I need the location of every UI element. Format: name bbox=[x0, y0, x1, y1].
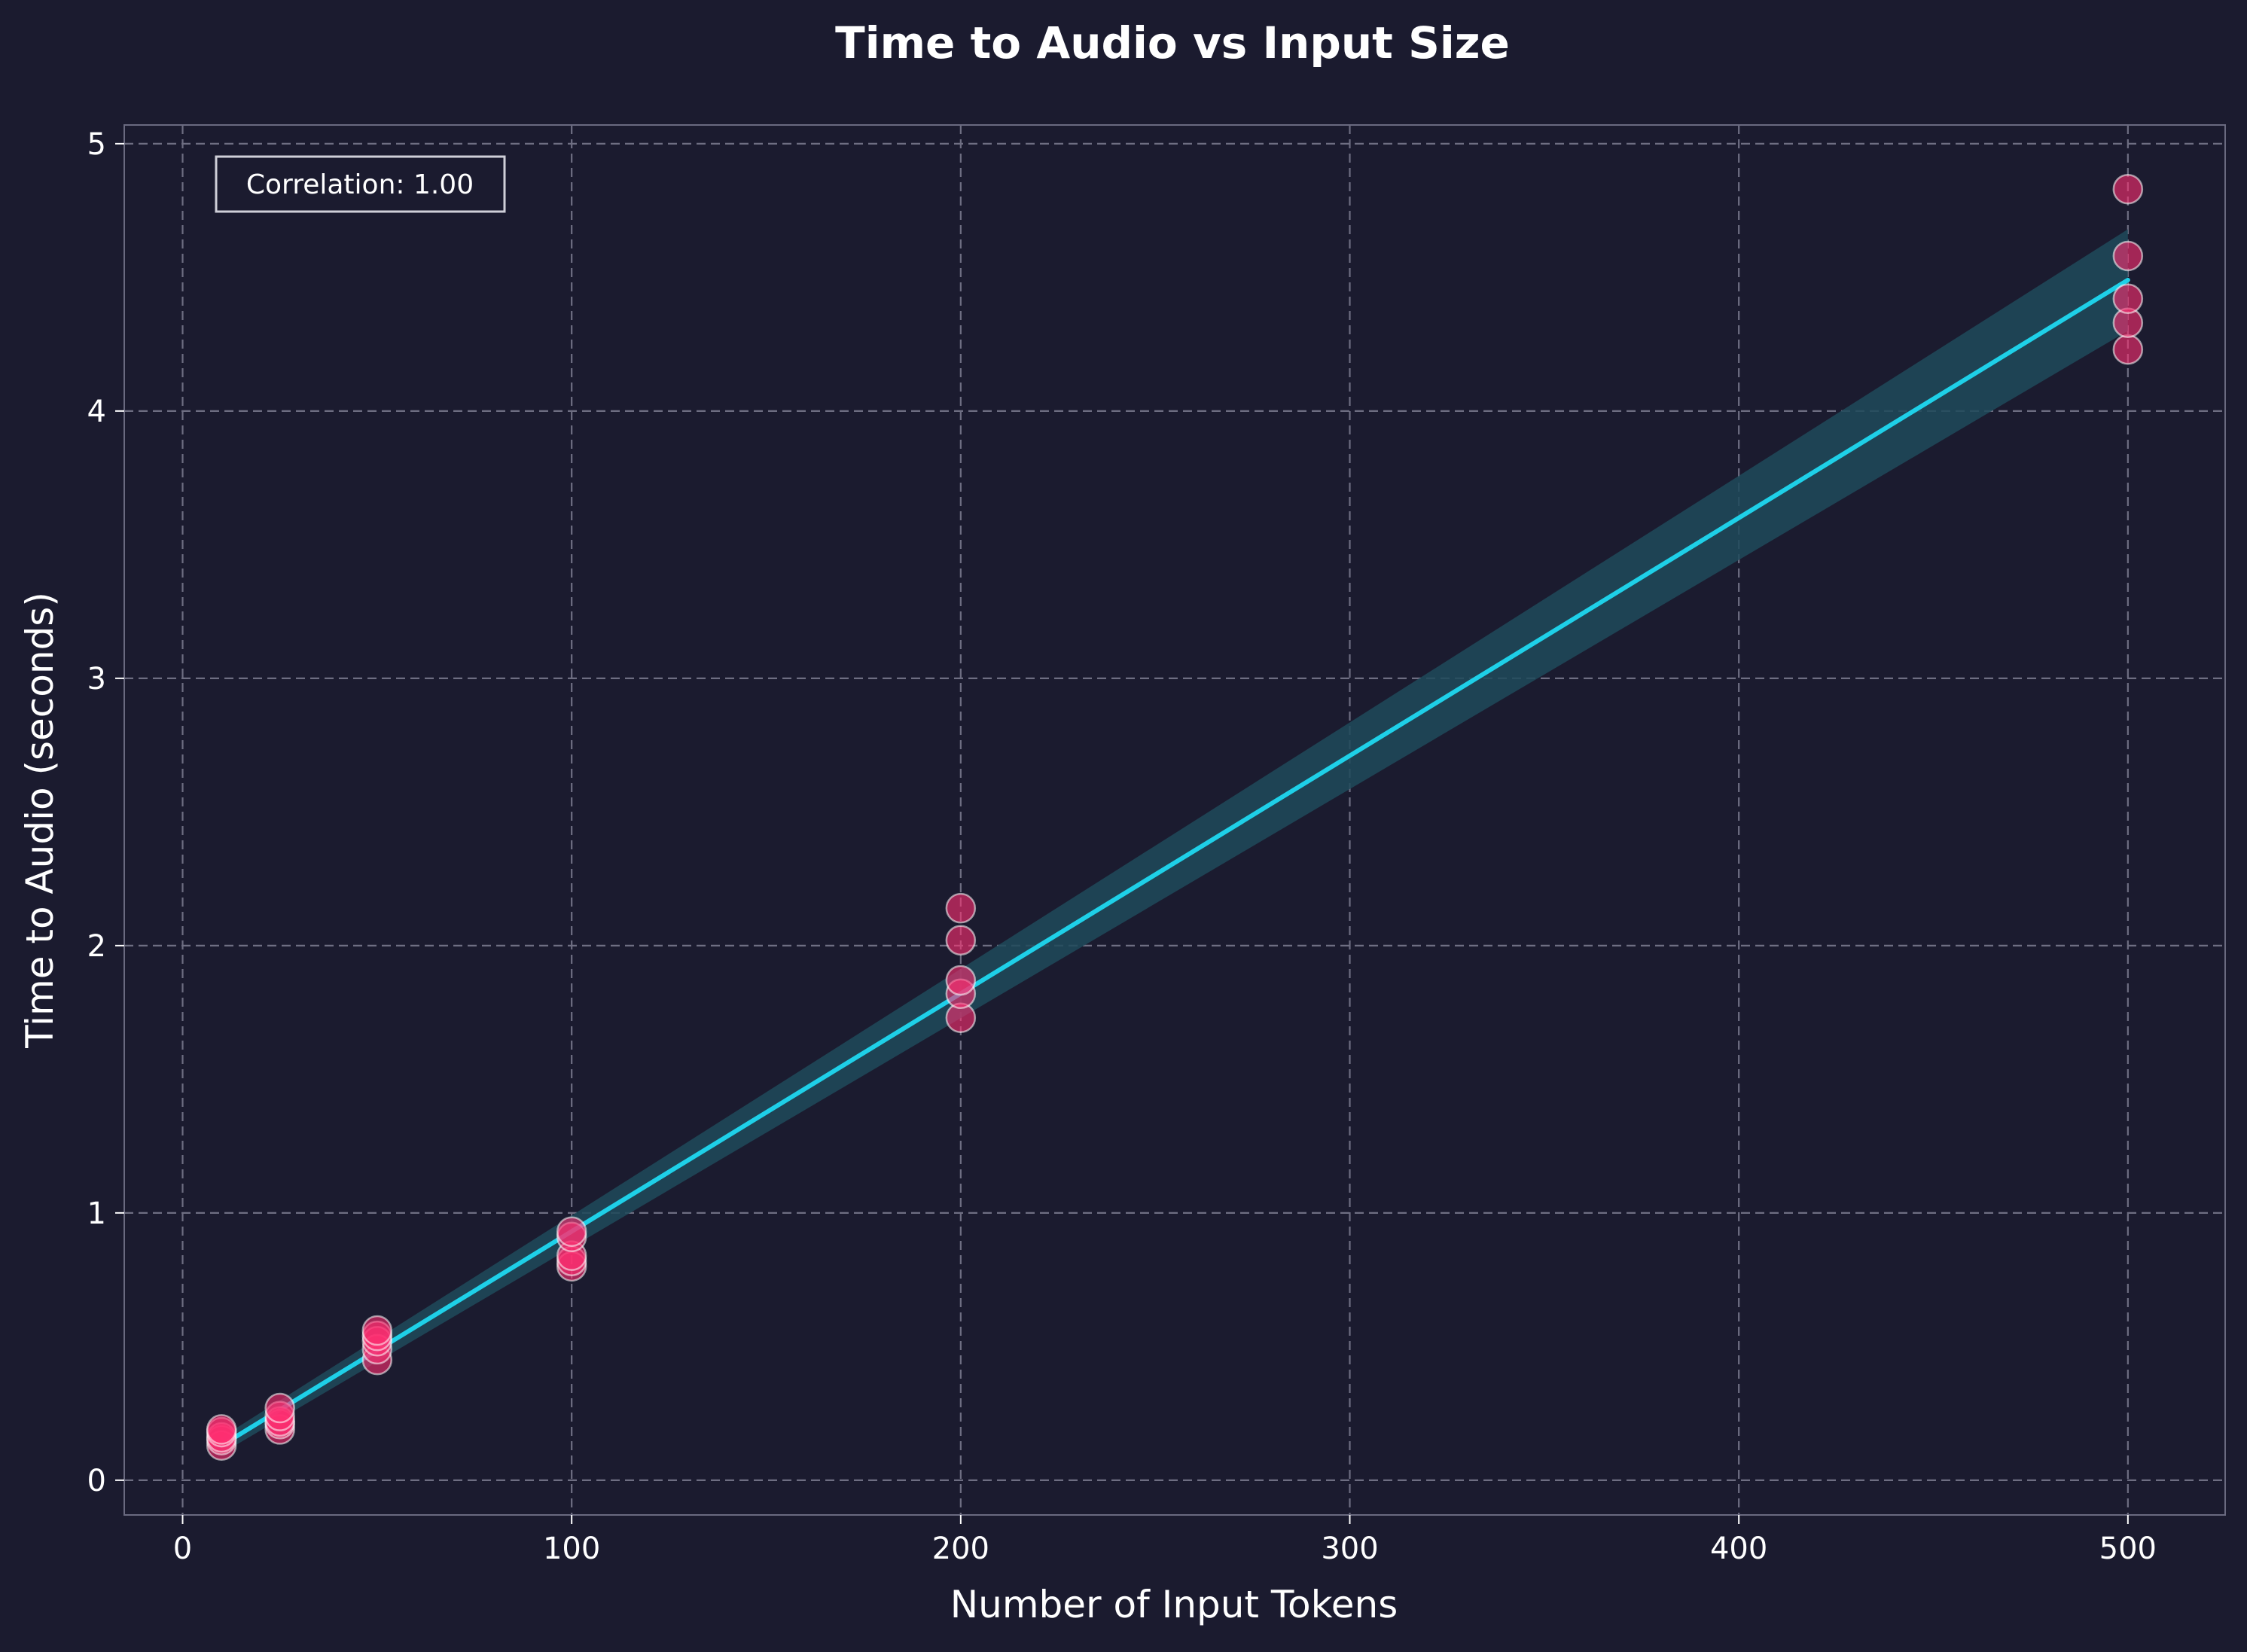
y-tick-label-0: 0 bbox=[87, 1464, 106, 1498]
regression-line bbox=[219, 277, 2130, 1448]
data-point-14 bbox=[361, 1315, 393, 1346]
data-point-25 bbox=[2112, 334, 2144, 365]
data-point-24 bbox=[945, 892, 977, 924]
y-tick-label-5: 5 bbox=[87, 127, 106, 162]
y-tick-label-3: 3 bbox=[87, 662, 106, 696]
y-tick-label-4: 4 bbox=[87, 395, 106, 429]
x-tick-label-2: 200 bbox=[932, 1532, 989, 1566]
plot-area-frame bbox=[123, 124, 2226, 1516]
data-point-29 bbox=[2112, 173, 2144, 205]
confidence-band-area bbox=[221, 229, 2128, 1454]
data-point-22 bbox=[945, 965, 977, 996]
y-axis-label: Time to Audio (seconds) bbox=[18, 592, 62, 1049]
confidence-band bbox=[221, 229, 2128, 1454]
annotation-text: Correlation: 1.00 bbox=[246, 169, 474, 200]
data-point-4 bbox=[206, 1414, 237, 1445]
x-tick-label-4: 400 bbox=[1710, 1532, 1767, 1566]
data-point-28 bbox=[2112, 240, 2144, 272]
data-point-23 bbox=[945, 925, 977, 956]
chart-title: Time to Audio vs Input Size bbox=[835, 17, 1510, 69]
correlation-annotation: Correlation: 1.00 bbox=[215, 155, 506, 213]
x-tick-label-3: 300 bbox=[1321, 1532, 1378, 1566]
x-tick-label-0: 0 bbox=[173, 1532, 192, 1566]
data-point-9 bbox=[264, 1392, 295, 1424]
data-point-19 bbox=[556, 1216, 587, 1247]
x-axis-label: Number of Input Tokens bbox=[950, 1583, 1398, 1626]
annotation-box bbox=[215, 155, 506, 213]
y-axis-ticks: 0 1 2 3 4 5 bbox=[87, 127, 124, 1498]
y-tick-label-1: 1 bbox=[87, 1196, 106, 1231]
data-point-27 bbox=[2112, 283, 2144, 314]
fit-line bbox=[219, 277, 2130, 1448]
x-tick-label-1: 100 bbox=[543, 1532, 600, 1566]
data-points bbox=[206, 173, 2144, 1461]
x-tick-label-5: 500 bbox=[2099, 1532, 2157, 1566]
x-axis-ticks: 0 100 200 300 400 500 bbox=[173, 1515, 2157, 1566]
y-tick-label-2: 2 bbox=[87, 929, 106, 964]
grid-lines bbox=[124, 125, 2225, 1515]
